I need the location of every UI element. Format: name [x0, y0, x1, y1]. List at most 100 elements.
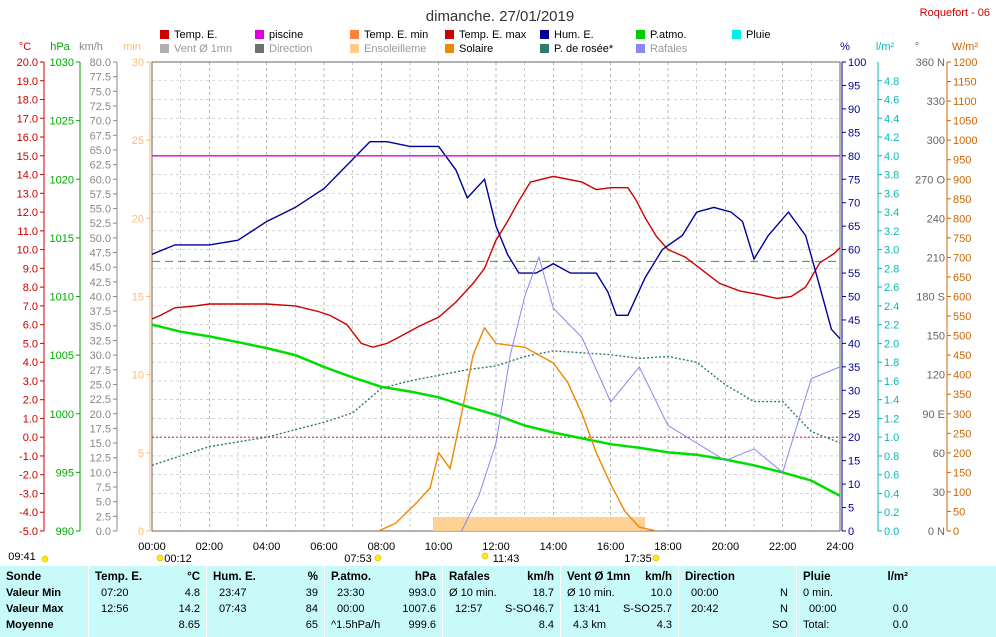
legend-swatch [160, 44, 169, 53]
y-tick-percent: 85 [848, 127, 860, 139]
y-tick-pressure: 990 [56, 526, 74, 538]
y-tick-temp: 3.0 [23, 376, 38, 388]
patmo-min-time: 23:30 [337, 587, 365, 599]
legend-swatch [350, 44, 359, 53]
y-tick-pressure: 1015 [50, 233, 74, 245]
y-tick-wind: 0.0 [96, 526, 111, 538]
legend-label: Solaire [459, 43, 493, 55]
y-tick-percent: 40 [848, 338, 860, 350]
y-tick-wind: 65.0 [90, 145, 111, 157]
y-tick-direction: 330 [927, 96, 945, 108]
summary-rafales-col: Rafales km/h Ø 10 min. 18.7 12:57 S-SO 4… [442, 566, 560, 637]
sun-marker-icon [374, 554, 382, 562]
rafales-max-time: 12:57 [455, 603, 483, 615]
row-label-avg: Moyenne [6, 619, 54, 631]
chart-areas [432, 517, 646, 531]
series-hum-e- [151, 141, 841, 340]
y-tick-direction: 300 [927, 135, 945, 147]
sun-marker-icon [481, 552, 489, 560]
y-tick-temp: 15.0 [17, 151, 38, 163]
weather-chart: 20.0 19.0 18.0 17.0 16.0 15.0 14.0 13.0 12.0 11.0… [8, 7, 990, 565]
time-marker: 11:43 [493, 553, 520, 565]
y-tick-wind: 50.0 [90, 233, 111, 245]
patmo-header: P.atmo. [331, 571, 372, 583]
y-tick-wind: 80.0 [90, 57, 111, 69]
y-tick-solar: 100 [953, 487, 971, 499]
y-tick-wind: 45.0 [90, 262, 111, 274]
y-tick-percent: 30 [848, 385, 860, 397]
vent-max-dir: S-SO [623, 603, 650, 615]
y-tick-solar: 950 [953, 155, 971, 167]
y-tick-wind: 77.5 [90, 72, 111, 84]
y-tick-solar: 1200 [953, 57, 977, 69]
summary-hum-col: Hum. E. % 23:47 39 07:43 84 65 [206, 566, 324, 637]
y-tick-temp: 17.0 [17, 113, 38, 125]
summary-table: Sonde Valeur Min Valeur Max Moyenne Temp… [0, 566, 996, 637]
series-temp-e- [151, 175, 841, 348]
direction-value-2: N [780, 603, 788, 615]
y-tick-temp: -1.0 [19, 451, 38, 463]
y-tick-solar: 700 [953, 252, 971, 264]
y-tick-solar: 200 [953, 448, 971, 460]
temp-min-value: 4.8 [184, 587, 200, 599]
y-tick-temp: 14.0 [17, 170, 38, 182]
x-tick-label: 16:00 [597, 541, 625, 553]
y-tick-rain: 1.2 [884, 413, 899, 425]
y-tick-solar: 500 [953, 331, 971, 343]
y-tick-rain: 2.2 [884, 320, 899, 332]
direction-value-1: N [780, 587, 788, 599]
y-tick-solar: 900 [953, 174, 971, 186]
y-tick-wind: 57.5 [90, 189, 111, 201]
legend-label: P. de rosée* [554, 43, 614, 55]
summary-temp-col: Temp. E. °C 07:20 4.8 12:56 14.2 8.65 [88, 566, 206, 637]
y-tick-wind: 40.0 [90, 292, 111, 304]
x-tick-label: 02:00 [196, 541, 224, 553]
sun-marker-icon [652, 554, 660, 562]
vent-avg10: 10.0 [650, 587, 672, 599]
y-tick-percent: 90 [848, 104, 860, 116]
y-tick-percent: 100 [848, 57, 866, 69]
y-tick-solar: 450 [953, 350, 971, 362]
hum-header: Hum. E. [213, 571, 256, 583]
y-tick-percent: 20 [848, 432, 860, 444]
y-tick-temp: 13.0 [17, 188, 38, 200]
y-tick-wind: 67.5 [90, 130, 111, 142]
y-tick-temp: 7.0 [23, 301, 38, 313]
y-tick-rain: 0.2 [884, 507, 899, 519]
x-tick-label: 04:00 [253, 541, 281, 553]
y-tick-pressure: 1010 [50, 292, 74, 304]
legend-label: Direction [269, 43, 312, 55]
vent-avg-label: Ø 10 min. [567, 587, 615, 599]
chart-title: dimanche. 27/01/2019 [426, 8, 574, 25]
y-tick-rain: 2.4 [884, 301, 899, 313]
y-tick-minutes: 15 [132, 292, 144, 304]
rafales-avg10: 18.7 [532, 587, 554, 599]
y-tick-rain: 2.0 [884, 338, 899, 350]
y-tick-temp: -5.0 [19, 526, 38, 538]
y-tick-solar: 1150 [953, 77, 977, 89]
y-tick-minutes: 25 [132, 135, 144, 147]
pluie-total-value: 0.0 [892, 619, 908, 631]
vent-max-value: 25.7 [650, 603, 672, 615]
y-tick-wind: 70.0 [90, 116, 111, 128]
summary-sonde-col: Sonde Valeur Min Valeur Max Moyenne [0, 566, 88, 637]
y-tick-rain: 4.8 [884, 76, 899, 88]
y-tick-rain: 2.8 [884, 263, 899, 275]
y-tick-solar: 250 [953, 428, 971, 440]
y-tick-direction: 180 S [916, 292, 945, 304]
y-tick-wind: 2.5 [96, 511, 111, 523]
time-marker: 17:35 [624, 553, 652, 565]
time-marker: 00:12 [164, 553, 192, 565]
pluie-header: Pluie [803, 571, 831, 583]
y-tick-solar: 850 [953, 194, 971, 206]
y-tick-percent: 95 [848, 80, 860, 92]
legend-swatch [350, 30, 359, 39]
y-tick-temp: 2.0 [23, 395, 38, 407]
hum-unit: % [307, 571, 318, 583]
hum-avg-value: 65 [305, 619, 318, 631]
y-tick-pressure: 995 [56, 467, 74, 479]
x-tick-label: 08:00 [368, 541, 396, 553]
y-tick-rain: 1.8 [884, 357, 899, 369]
y-tick-direction: 90 E [922, 409, 945, 421]
y-tick-wind: 7.5 [96, 482, 111, 494]
